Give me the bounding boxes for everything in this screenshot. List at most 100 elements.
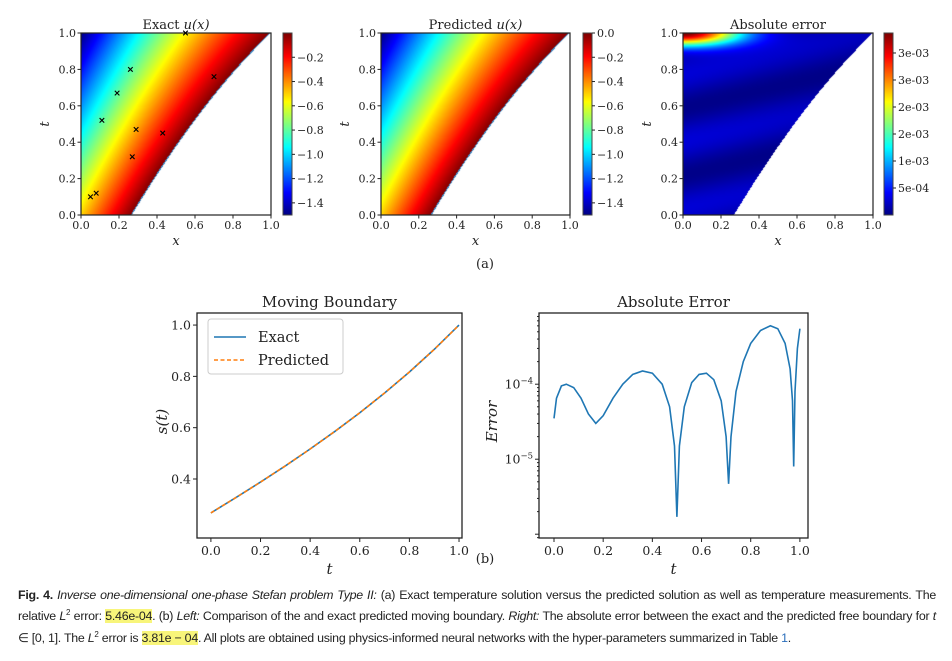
y-tick-label: 10−4: [505, 377, 533, 392]
chart-title: Moving Boundary: [262, 293, 398, 311]
x-axis-label: x: [472, 234, 480, 249]
y-tick-label: 0.4: [59, 136, 77, 149]
colorbar-tick-label: −1.0: [297, 148, 324, 161]
y-tick-label: 1.0: [359, 27, 377, 40]
y-tick-base: 10: [505, 452, 521, 467]
y-axis-label: t: [338, 121, 353, 127]
colorbar-tick-label: −0.6: [597, 100, 624, 113]
colorbar-tick-label: −1.4: [597, 197, 624, 210]
x-tick-label: 0.0: [72, 219, 90, 232]
x-tick-label: 0.6: [186, 219, 204, 232]
colorbar-tick-label: −1.2: [297, 173, 324, 186]
y-tick-label: 10−5: [505, 452, 533, 467]
highlight-l2-error: 3.81e − 04: [141, 630, 198, 645]
predicted-colorbar: [583, 33, 592, 215]
y-tick-label: 0.6: [661, 100, 679, 113]
chart-title: Absolute Error: [616, 293, 731, 311]
caption-sup: 2: [94, 629, 99, 639]
caption-text: error:: [70, 609, 106, 624]
measurement-point: [182, 30, 189, 36]
x-tick-label: 0.2: [593, 543, 613, 558]
colorbar-tick-label: −1.4: [297, 197, 324, 210]
x-tick-label: 1.0: [449, 543, 469, 558]
y-tick-label: 0.6: [171, 420, 191, 435]
plot-frame: [196, 312, 463, 539]
colorbar-tick-label: −0.4: [597, 76, 624, 89]
measurement-point: [129, 154, 135, 160]
x-tick-label: 0.8: [826, 219, 844, 232]
x-axis-label: x: [774, 234, 782, 249]
caption-fig-label: Fig. 4.: [18, 588, 53, 602]
colorbar-tick-label: 3e-03: [898, 47, 929, 60]
x-tick-label: 0.4: [148, 219, 166, 232]
x-tick-label: 0.6: [350, 543, 370, 558]
x-tick-label: 0.2: [110, 219, 128, 232]
x-tick-label: 0.8: [741, 543, 761, 558]
measurement-point: [160, 130, 166, 136]
highlight-relative-error: 5.46e-04: [105, 609, 153, 624]
x-axis-label: x: [172, 234, 180, 249]
y-tick-label: 0.6: [59, 100, 77, 113]
y-tick-label: 0.0: [661, 209, 679, 222]
panel-title-math: u(x): [184, 18, 210, 33]
x-tick-label: 0.0: [372, 219, 390, 232]
measurement-point: [93, 190, 99, 196]
caption-left: Left:: [176, 609, 200, 624]
colorbar-tick-label: 3e-03: [898, 74, 929, 87]
y-tick-label: 1.0: [171, 318, 191, 333]
y-tick-label: 0.2: [661, 173, 679, 186]
colorbar-frame: [883, 32, 894, 216]
x-tick-label: 0.6: [788, 219, 806, 232]
colorbar-tick-label: 2e-03: [898, 128, 929, 141]
error-series-line: [553, 324, 801, 517]
panel-title-text: Predicted: [429, 18, 497, 33]
colorbar-tick-label: −0.2: [297, 51, 324, 64]
y-tick-exponent: −5: [520, 452, 533, 462]
y-tick-label: 0.0: [59, 209, 77, 222]
colorbar-frame: [582, 32, 593, 216]
measurement-point: [114, 90, 120, 96]
panel-title: Absolute error: [729, 18, 827, 33]
y-tick-label: 1.0: [661, 27, 679, 40]
colorbar-tick-label: −1.0: [597, 148, 624, 161]
colorbar-tick-label: 5e-04: [898, 182, 929, 195]
panel-title: Exact u(x): [142, 18, 209, 33]
x-axis-label: t: [670, 560, 677, 578]
caption-text: The absolute error between the exact and…: [539, 609, 933, 624]
y-tick-label: 0.8: [59, 63, 77, 76]
plot-frame: [380, 32, 571, 216]
x-tick-label: 0.2: [712, 219, 730, 232]
exact-temperature-heatmap: [81, 33, 271, 215]
y-axis-label: s(t): [153, 409, 171, 435]
panel-title: Predicted u(x): [429, 18, 523, 33]
y-tick-exponent: −4: [520, 377, 533, 387]
x-tick-label: 0.8: [523, 219, 541, 232]
x-tick-label: 0.2: [410, 219, 428, 232]
subfigure-label-a: (a): [476, 257, 494, 272]
legend-label-exact: Exact: [258, 330, 300, 346]
x-tick-label: 0.0: [544, 543, 564, 558]
exact-colorbar: [283, 33, 292, 215]
caption-text: Comparison of the and exact predicted mo…: [199, 609, 509, 624]
x-tick-label: 0.4: [300, 543, 320, 558]
measurement-point: [87, 194, 94, 200]
panel-title-math: u(x): [496, 18, 522, 33]
caption-sup: 2: [66, 608, 71, 618]
colorbar-tick-label: −0.8: [297, 124, 324, 137]
y-tick-label: 0.4: [661, 136, 679, 149]
x-tick-label: 0.6: [692, 543, 712, 558]
y-axis-label: Error: [483, 400, 501, 443]
x-tick-label: 1.0: [262, 219, 280, 232]
table-link[interactable]: 1: [781, 630, 788, 645]
predicted-series-line: [210, 324, 460, 514]
x-tick-label: 0.0: [674, 219, 692, 232]
y-tick-label: 0.2: [59, 173, 77, 186]
plot-frame: [80, 32, 272, 216]
legend-label-predicted: Predicted: [258, 353, 329, 369]
x-tick-label: 0.0: [201, 543, 221, 558]
x-tick-label: 0.8: [399, 543, 419, 558]
colorbar-frame: [282, 32, 293, 216]
y-tick-label: 0.8: [359, 63, 377, 76]
x-tick-label: 0.4: [642, 543, 662, 558]
caption-text: .: [787, 630, 791, 645]
